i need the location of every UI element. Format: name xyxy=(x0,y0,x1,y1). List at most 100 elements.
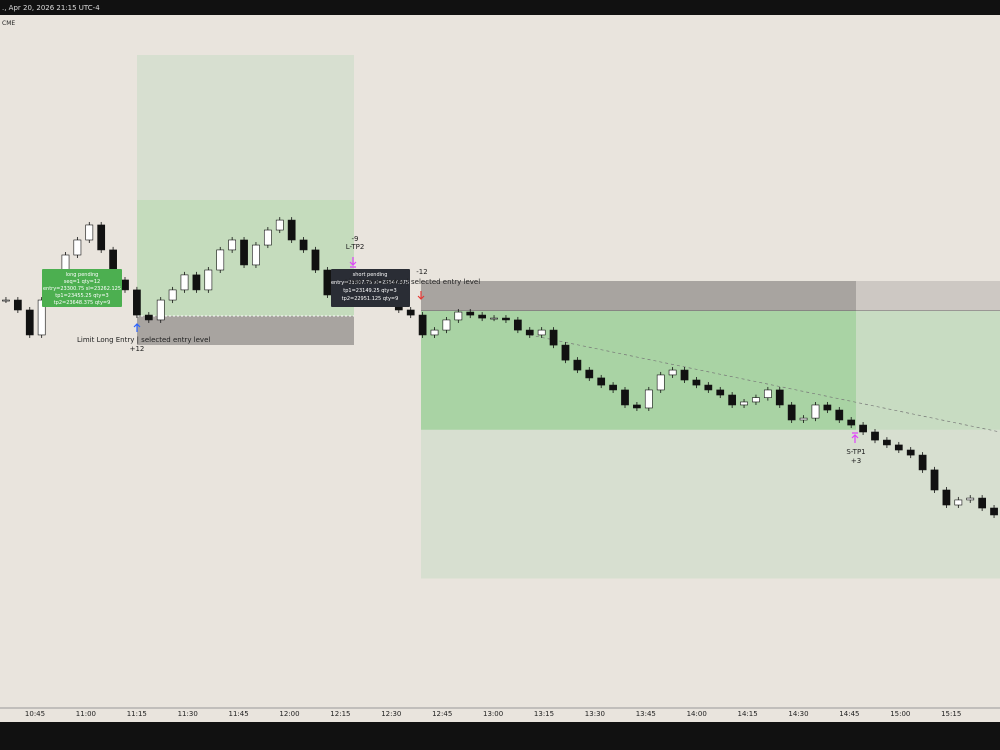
candle-body xyxy=(740,401,748,406)
long-tp-label: L-TP2 xyxy=(346,243,365,251)
time-tick-label: 14:30 xyxy=(788,710,808,718)
candle-body xyxy=(406,309,415,316)
short-tp-qty: +3 xyxy=(851,457,861,465)
short-order-line: short pending xyxy=(353,272,388,278)
candle-body xyxy=(156,299,165,321)
candle-body xyxy=(835,409,844,421)
candle-body xyxy=(144,314,153,321)
time-tick-label: 13:45 xyxy=(636,710,656,718)
time-tick-label: 14:45 xyxy=(839,710,859,718)
time-tick-label: 12:00 xyxy=(279,710,299,718)
candle-body xyxy=(585,369,594,379)
time-tick-label: 14:00 xyxy=(687,710,707,718)
header-title: ., Apr 20, 2026 21:15 UTC-4 xyxy=(2,4,100,12)
time-tick-label: 15:00 xyxy=(890,710,910,718)
candle-body xyxy=(799,417,808,421)
long-order-line: seq=1 qty=12 xyxy=(64,279,100,285)
time-tick-label: 10:45 xyxy=(25,710,45,718)
candle-body xyxy=(728,394,737,406)
candle-body xyxy=(537,329,546,336)
candle-body xyxy=(763,389,772,398)
time-tick-label: 14:15 xyxy=(738,710,758,718)
time-tick-label: 11:45 xyxy=(229,710,249,718)
candle-body xyxy=(561,344,570,361)
candle-body xyxy=(859,424,867,433)
candle-body xyxy=(252,244,260,266)
candle-body xyxy=(775,389,784,406)
short-order-line: tp2=22951.125 qty=9 xyxy=(342,296,399,302)
short-tp1-zone xyxy=(421,310,856,430)
candle-body xyxy=(168,289,177,301)
time-tick-label: 12:45 xyxy=(432,710,452,718)
candle-body xyxy=(180,274,189,291)
long-order-line: entry=23300.75 sl=23262.125 xyxy=(43,286,121,292)
candle-body xyxy=(930,469,939,491)
candle-body xyxy=(680,369,689,381)
long-fill-qty: +12 xyxy=(130,345,145,353)
candle-body xyxy=(644,389,653,409)
candle-body xyxy=(883,439,891,446)
candle-body xyxy=(478,314,487,319)
candle-body xyxy=(906,449,915,456)
candle-body xyxy=(204,269,213,291)
candle-body xyxy=(656,374,665,391)
time-tick-label: 11:30 xyxy=(178,710,198,718)
candle-body xyxy=(549,329,558,346)
trend-line xyxy=(529,334,1000,433)
candle-body xyxy=(716,389,725,396)
candle-body xyxy=(85,224,94,241)
long-fill-arrow xyxy=(133,323,141,332)
candle-body xyxy=(430,329,439,336)
candle-body xyxy=(13,299,22,311)
candle-body xyxy=(823,404,832,411)
candle-body xyxy=(299,239,308,251)
candle-body xyxy=(216,249,225,271)
long-order-line: tp2=23648.375 qty=9 xyxy=(54,300,111,306)
short-fill-qty: -12 xyxy=(416,268,427,276)
candle-body xyxy=(633,404,641,409)
short-tp1-zone-ext xyxy=(856,310,1000,430)
candle-body xyxy=(966,497,975,501)
long-entry-label: Limit Long Entry | selected entry level xyxy=(77,336,210,344)
candle-body xyxy=(287,219,296,241)
candle-body xyxy=(454,311,463,321)
candle-body xyxy=(894,444,903,451)
candle-body xyxy=(133,289,141,316)
candle-body xyxy=(787,404,796,421)
long-order-box xyxy=(42,269,122,307)
short-tp-arrow xyxy=(851,432,859,443)
candle-body xyxy=(513,319,522,331)
candle-body xyxy=(692,379,701,386)
candle-body xyxy=(2,299,10,302)
time-tick-label: 12:15 xyxy=(330,710,350,718)
short-order-line: entry=23307.75 sl=23347.375 xyxy=(331,280,409,286)
time-tick-label: 11:00 xyxy=(76,710,96,718)
long-tp-arrow xyxy=(349,257,357,268)
short-stop-zone-ext xyxy=(856,280,1000,311)
candle-body xyxy=(466,311,475,316)
short-tp-label: S-TP1 xyxy=(846,448,865,456)
candle-body xyxy=(847,419,856,426)
candle-body xyxy=(978,497,987,509)
exchange: CME xyxy=(2,20,15,27)
candle-body xyxy=(311,249,320,271)
candle-body xyxy=(502,317,510,321)
candle-body xyxy=(597,377,606,386)
short-fill-arrow xyxy=(417,291,425,300)
long-order-line: tp1=23455.25 qty=3 xyxy=(55,293,108,299)
candle-body xyxy=(811,404,820,419)
candle-body xyxy=(418,314,427,336)
candle-body xyxy=(704,384,713,391)
candle-body xyxy=(990,507,998,516)
candle-body xyxy=(73,239,82,256)
candle-body xyxy=(37,299,46,336)
candle-body xyxy=(323,269,332,296)
time-tick-label: 11:15 xyxy=(127,710,147,718)
candle-body xyxy=(954,499,963,506)
candle-body xyxy=(192,274,201,291)
candle-body xyxy=(228,239,237,251)
candle-body xyxy=(97,224,106,251)
time-tick-label: 12:30 xyxy=(381,710,401,718)
candle-body xyxy=(573,359,582,371)
candle-body xyxy=(621,389,629,406)
